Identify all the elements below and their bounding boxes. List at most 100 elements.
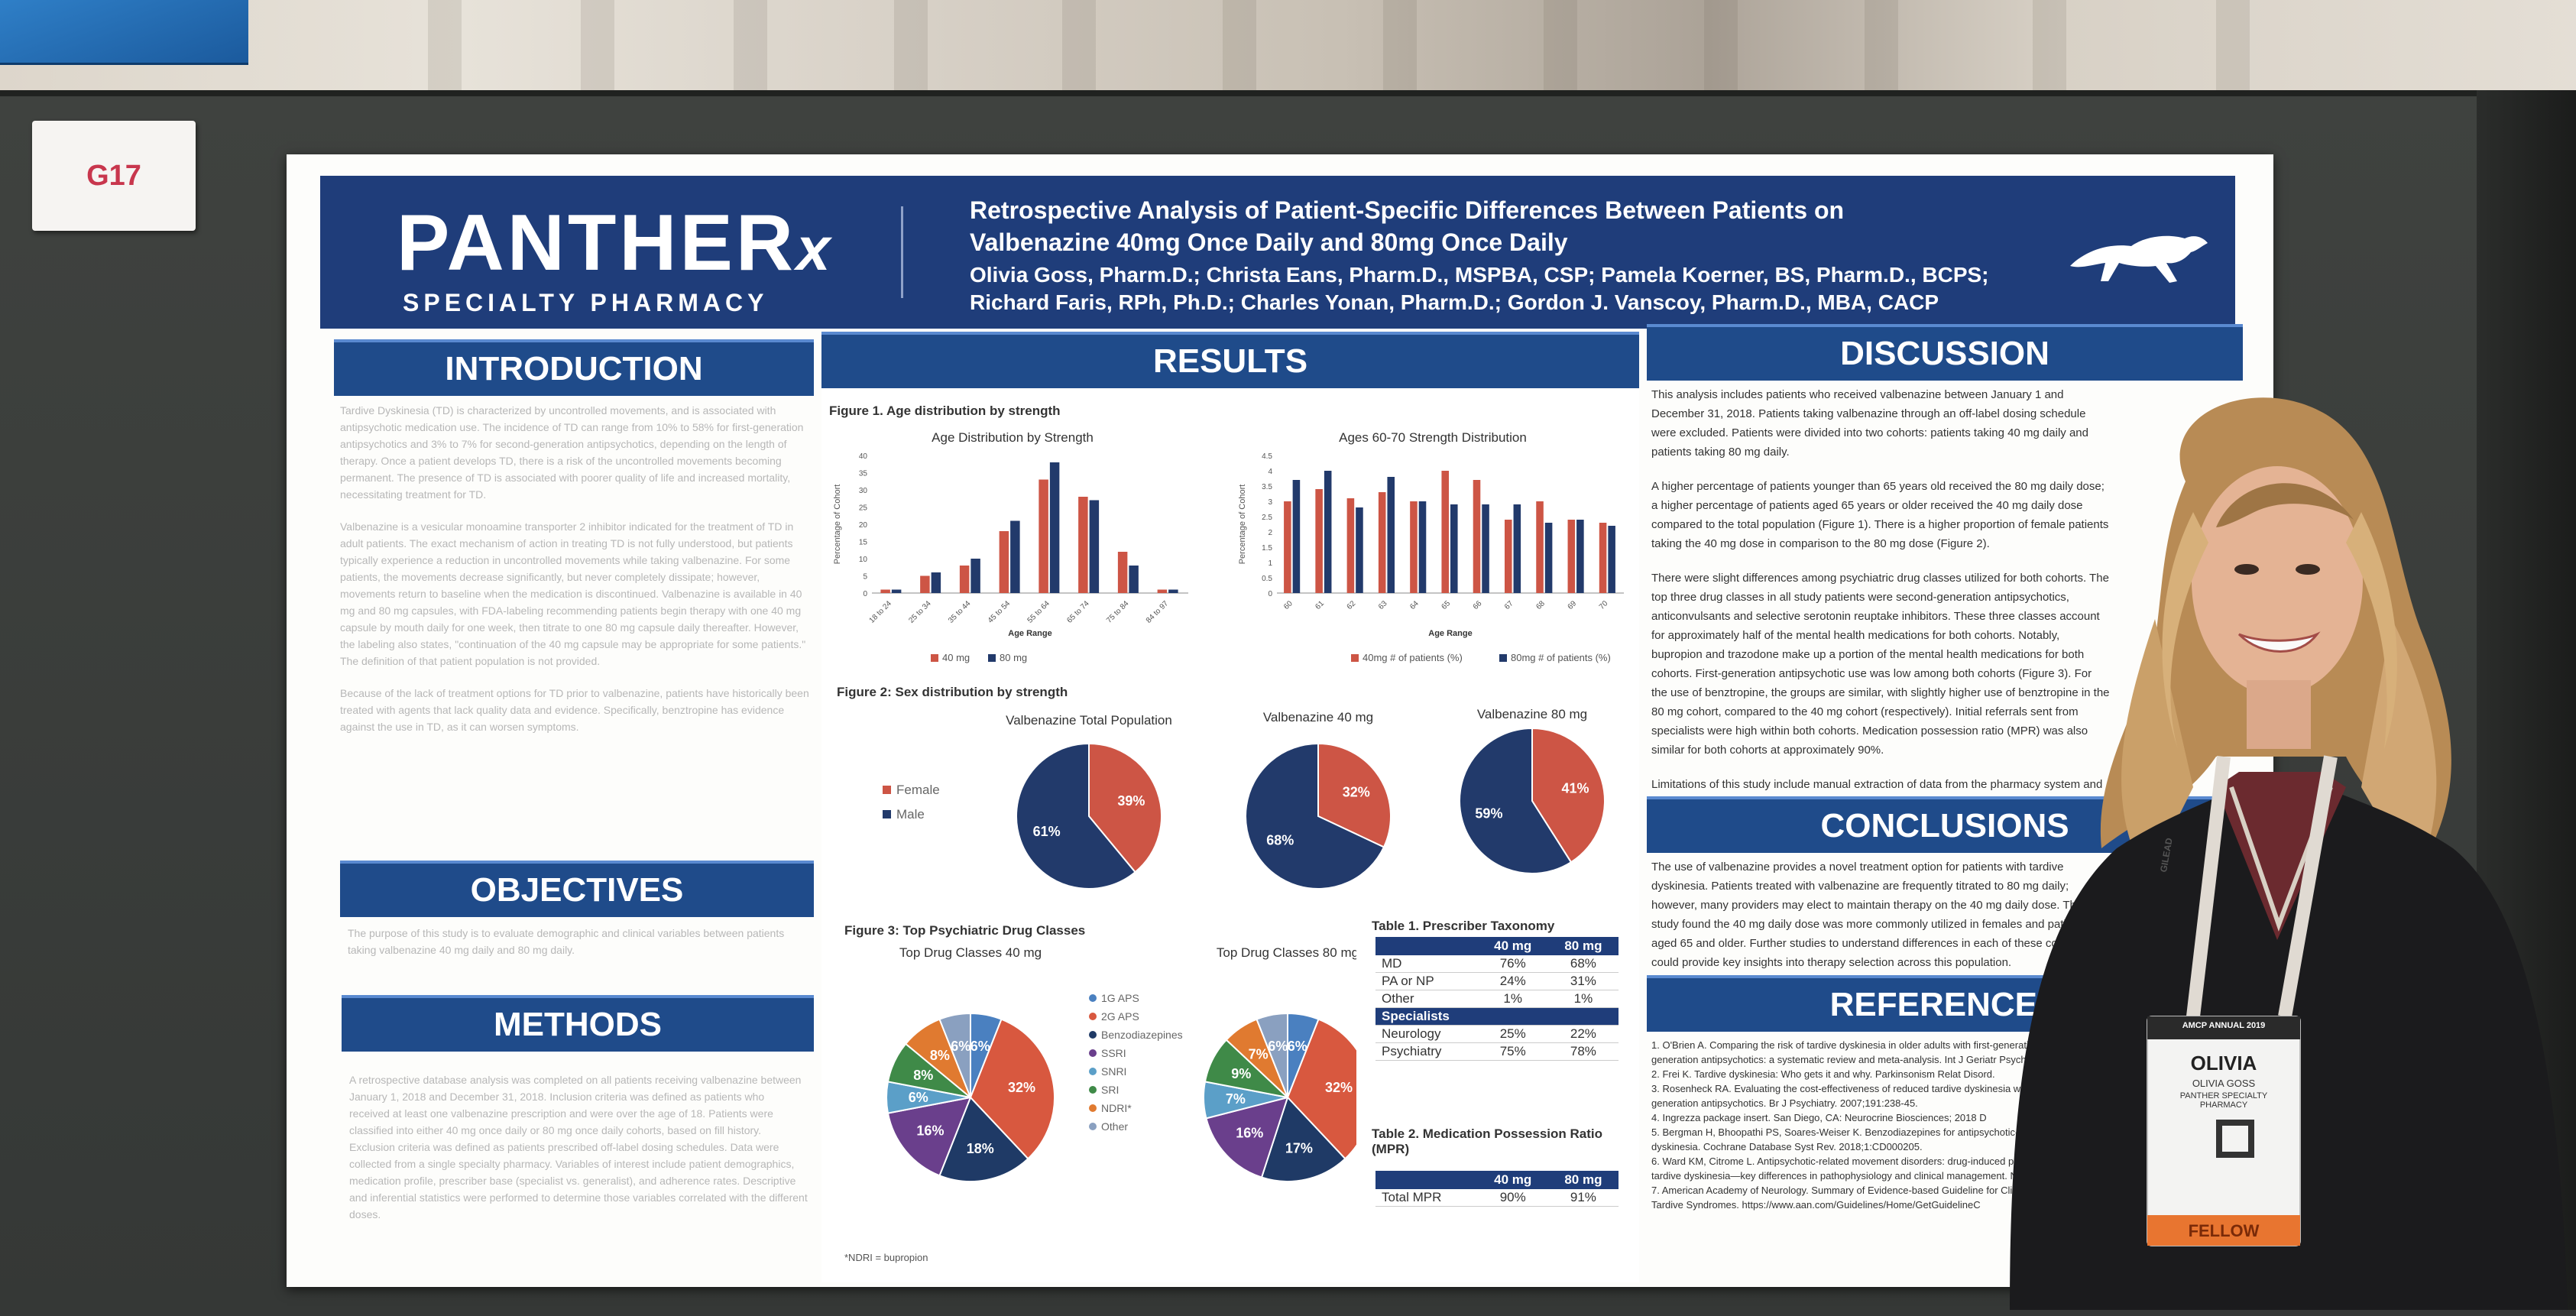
legend-label: Benzodiazepines — [1101, 1029, 1183, 1041]
table-cell: Neurology — [1375, 1025, 1478, 1043]
sex-distribution-charts: Valbenazine Total Population 39% 61% Valben… — [883, 707, 1606, 890]
bar — [1536, 501, 1544, 593]
table-cell: 24% — [1477, 972, 1548, 990]
pie-slice — [886, 1096, 972, 1177]
pie-slice-label: 6% — [909, 1090, 928, 1105]
pie-slice — [1245, 742, 1385, 890]
ages-60-70-chart: Ages 60-70 Strength Distribution 0 0.5 1 1.5… — [1238, 430, 1624, 663]
presenter-person — [2010, 397, 2568, 1310]
pie-slice-label: 18% — [967, 1141, 994, 1156]
bar — [880, 589, 890, 593]
x-tick-label: 35 to 44 — [947, 599, 973, 625]
pie-slice — [938, 1012, 971, 1098]
table-cell: 25% — [1477, 1025, 1548, 1043]
table2-caption: Table 2. Medication Possession Ratio (MP… — [1372, 1126, 1602, 1156]
table1-caption: Table 1. Prescriber Taxonomy — [1372, 919, 1555, 933]
bar — [1078, 497, 1088, 593]
legend-label: SSRI — [1101, 1047, 1126, 1059]
legend-label: Other — [1101, 1120, 1128, 1133]
references-list: 1. O'Brien A. Comparing the risk of tard… — [1651, 1038, 2110, 1212]
pie-slice-label: 8% — [930, 1048, 950, 1063]
bar — [1544, 523, 1553, 593]
bar — [1315, 489, 1323, 593]
y-tick-label: 0 — [1268, 590, 1272, 598]
results-header: RESULTS — [821, 332, 1639, 388]
pie-slice — [1260, 1096, 1346, 1182]
legend-swatch — [883, 786, 891, 794]
table-subheader-cell: Specialists — [1375, 1007, 1619, 1026]
table-cell: Other — [1375, 990, 1478, 1008]
pie-slice — [969, 1018, 1055, 1160]
chart-title: Top Drug Classes 80 mg — [1217, 945, 1356, 960]
bar — [1378, 492, 1386, 593]
pie-slice-label: 6% — [951, 1039, 970, 1054]
x-tick-label: 65 to 74 — [1065, 599, 1091, 625]
badge-full-name: OLIVIA GOSS — [2192, 1078, 2256, 1089]
reference-item: 5. Bergman H, Bhoopathi PS, Soares-Weise… — [1651, 1126, 2086, 1152]
x-tick-label: 60 — [1282, 599, 1294, 611]
table-cell: MD — [1375, 955, 1478, 973]
bar — [931, 572, 941, 593]
x-tick-label: 68 — [1534, 599, 1547, 611]
badge-ribbon: FELLOW — [2188, 1221, 2260, 1240]
legend-swatch — [1089, 1031, 1097, 1039]
x-tick-label: 65 — [1440, 599, 1452, 611]
chart-title: Age Distribution by Strength — [932, 430, 1094, 445]
table-cell: 76% — [1477, 955, 1548, 973]
chart-title: Valbenazine Total Population — [1006, 713, 1172, 728]
y-axis-label: Percentage of Cohort — [1238, 485, 1247, 565]
objectives-header: OBJECTIVES — [340, 861, 814, 917]
bar — [1049, 462, 1060, 593]
table-cell: 90% — [1477, 1189, 1548, 1207]
poster-banner: PANTHERx SPECIALTY PHARMACY Retrospectiv… — [320, 176, 2235, 329]
badge-organization: PANTHER SPECIALTY PHARMACY — [2179, 1091, 2268, 1110]
pie-slice — [1016, 742, 1136, 890]
x-tick-label: 18 to 24 — [868, 599, 894, 625]
bar — [1387, 477, 1395, 593]
legend-label: 80mg # of patients (%) — [1511, 652, 1611, 663]
legend-swatch — [883, 810, 891, 818]
pie-slice-label: 32% — [1325, 1080, 1353, 1095]
pie-slice — [938, 1096, 1029, 1182]
pie-slice — [1256, 1012, 1288, 1098]
table-row: Neurology 25% 22% — [1375, 1025, 1619, 1043]
bar — [1324, 471, 1332, 593]
results-panel: Figure 1. Age distribution by strength A… — [821, 388, 1639, 1282]
x-tick-label: 66 — [1472, 599, 1484, 611]
pie-slice — [1459, 727, 1573, 874]
bar — [1168, 589, 1178, 593]
pie-slice-label: 6% — [970, 1039, 990, 1054]
y-tick-label: 1 — [1268, 559, 1272, 568]
x-tick-label: 84 to 97 — [1145, 599, 1171, 625]
reference-item: 4. Ingrezza package insert. San Diego, C… — [1651, 1112, 1987, 1123]
legend-label: NDRI* — [1101, 1102, 1132, 1114]
pie-slice-label: 41% — [1562, 781, 1589, 796]
reference-item: 7. American Academy of Neurology. Summar… — [1651, 1185, 2105, 1211]
pie-slice-label: 7% — [1226, 1091, 1246, 1107]
pie-slice — [1286, 1018, 1356, 1160]
discussion-paragraph: This analysis includes patients who rece… — [1651, 388, 2088, 459]
table-cell: 31% — [1547, 972, 1619, 990]
table-cell: 68% — [1547, 955, 1619, 973]
prescriber-taxonomy-table: 40 mg 80 mg MD 76% 68% PA or NP 24% 31% … — [1375, 937, 1619, 1061]
x-tick-label: 63 — [1377, 599, 1389, 611]
table-row: Total MPR 90% 91% — [1375, 1189, 1619, 1207]
x-tick-label: 75 to 84 — [1105, 599, 1131, 625]
objectives-text: The purpose of this study is to evaluate… — [348, 927, 785, 956]
x-tick-label: 45 to 54 — [987, 599, 1013, 625]
pie-slice-label: 32% — [1343, 784, 1370, 799]
pie-slice-label: 61% — [1033, 824, 1061, 839]
figure3-caption: Figure 3: Top Psychiatric Drug Classes — [844, 923, 1086, 938]
x-tick-label: 67 — [1503, 599, 1515, 611]
pie-slice-label: 17% — [1285, 1141, 1313, 1156]
bar — [1576, 520, 1584, 593]
poster-authors: Olivia Goss, Pharm.D.; Christa Eans, Pha… — [970, 263, 1989, 314]
bar — [1410, 501, 1418, 593]
y-tick-label: 10 — [859, 556, 868, 564]
bar — [1482, 504, 1489, 593]
table-cell: PA or NP — [1375, 972, 1478, 990]
bar — [891, 589, 902, 593]
pie-slice — [1205, 1096, 1289, 1178]
y-tick-label: 3 — [1268, 498, 1272, 507]
table1-header-blank — [1375, 937, 1478, 955]
